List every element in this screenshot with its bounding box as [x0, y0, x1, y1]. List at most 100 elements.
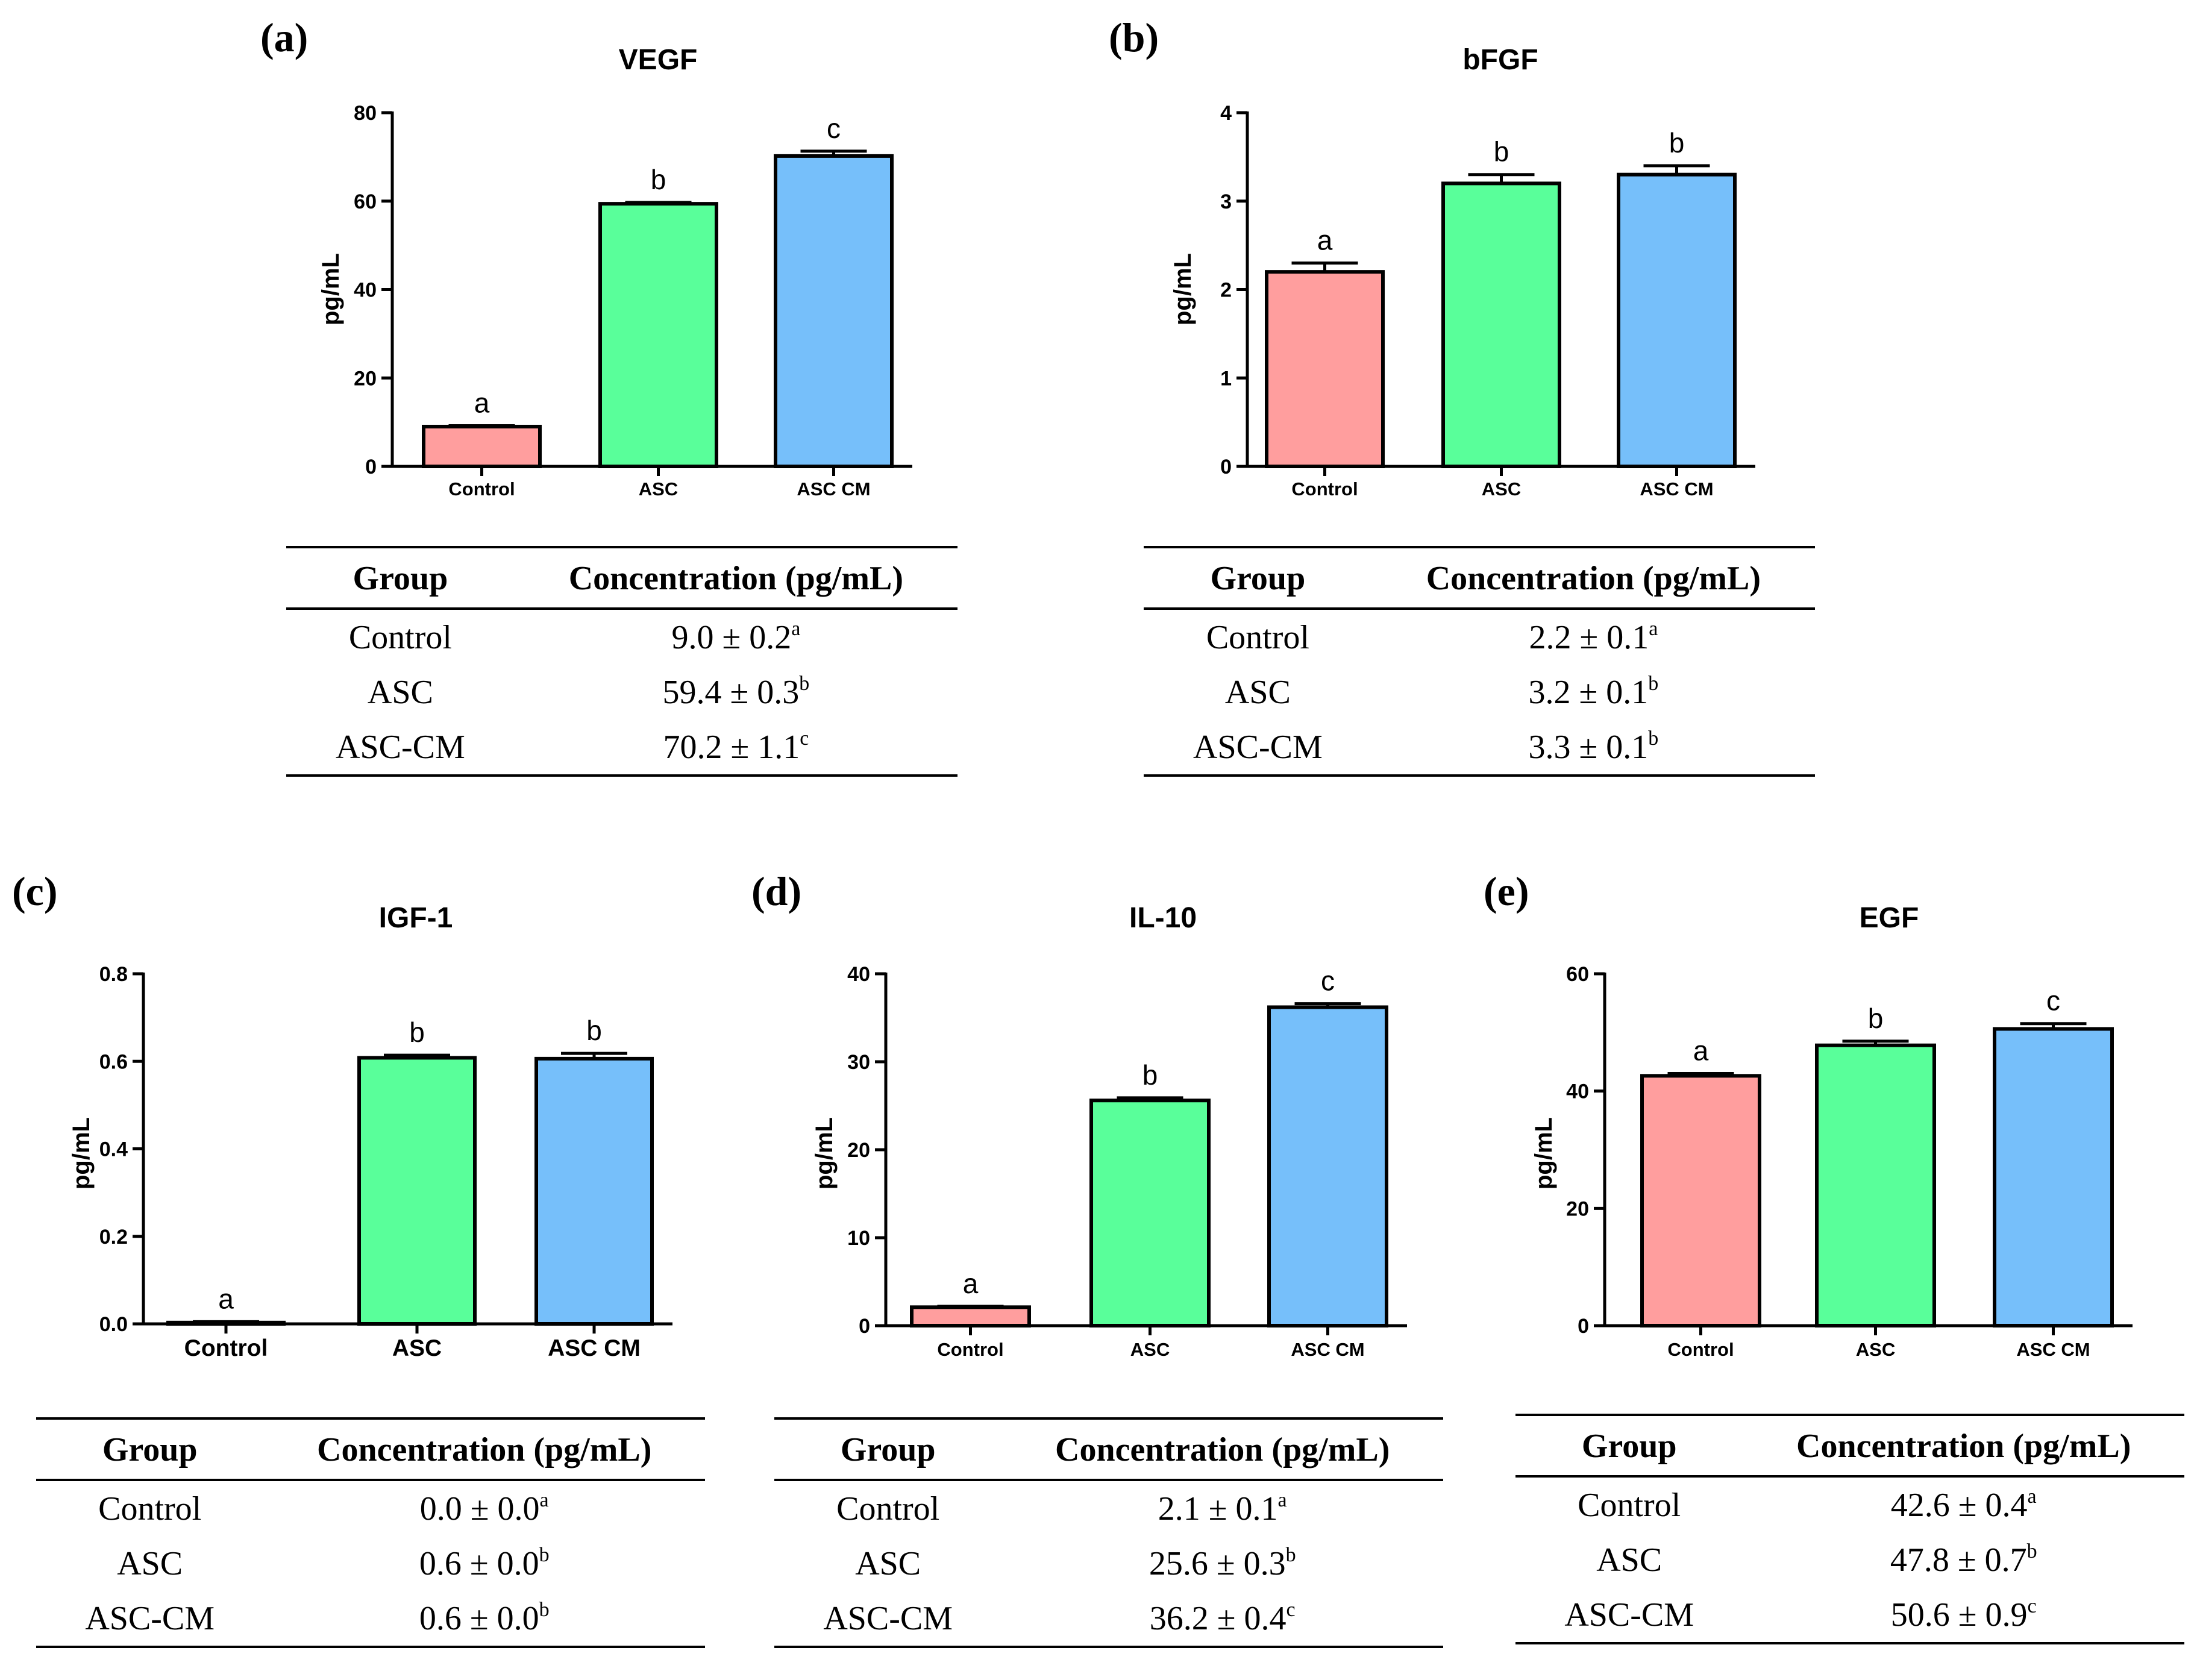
- concentration-cell: 50.6 ± 0.9c: [1743, 1587, 2184, 1643]
- y-tick-label: 0: [1220, 456, 1232, 478]
- y-tick-label: 10: [847, 1227, 870, 1250]
- table-row: ASC 25.6 ± 0.3b: [774, 1536, 1443, 1591]
- x-tick-label: Control: [184, 1335, 268, 1361]
- concentration-value: 0.6 ± 0.0: [419, 1545, 539, 1582]
- bar-asc-cm: [1267, 1005, 1388, 1328]
- significance-letter: c: [2046, 985, 2060, 1017]
- significance-superscript: a: [539, 1489, 549, 1511]
- concentration-cell: 0.6 ± 0.0b: [263, 1591, 705, 1647]
- panel-letter: (d): [751, 868, 801, 914]
- panel-d: (d) IL-10 pg/mL 0 10 20 30 40 a Control b ASC c ASC C…: [741, 840, 1482, 1680]
- table-row: Control 9.0 ± 0.2a: [286, 609, 957, 665]
- significance-letter: a: [1693, 1035, 1709, 1066]
- y-tick-label: 0.4: [99, 1138, 128, 1161]
- concentration-value: 42.6 ± 0.4: [1890, 1487, 2028, 1524]
- header-concentration: Concentration (pg/mL): [1055, 1431, 1390, 1468]
- bar-asc-cm: [1993, 1027, 2114, 1327]
- y-tick-label: 0.8: [99, 963, 128, 986]
- table-row: ASC-CM 70.2 ± 1.1c: [286, 719, 957, 776]
- significance-superscript: c: [800, 727, 809, 750]
- group-cell: ASC: [367, 674, 433, 711]
- table-header-row: Group Concentration (pg/mL): [286, 547, 957, 609]
- x-tick-label: ASC: [1482, 478, 1521, 500]
- group-cell: ASC: [117, 1545, 183, 1582]
- panel-letter: (e): [1484, 868, 1529, 914]
- chart-title: VEGF: [619, 44, 698, 76]
- group-cell: ASC-CM: [1193, 729, 1323, 766]
- group-cell: ASC-CM: [823, 1600, 953, 1637]
- concentration-value: 9.0 ± 0.2: [671, 619, 792, 656]
- y-tick-label: 0: [365, 456, 377, 478]
- chart-il10: (d) IL-10 pg/mL 0 10 20 30 40 a Control b ASC c ASC C…: [751, 868, 1407, 1360]
- concentration-cell: 3.2 ± 0.1b: [1372, 665, 1815, 719]
- x-tick-label: ASC: [1130, 1339, 1170, 1360]
- y-tick-label: 0.6: [99, 1050, 128, 1073]
- chart-igf1: (c) IGF-1 pg/mL 0.0 0.2 0.4 0.6 0.8 a Control b ASC…: [12, 868, 672, 1361]
- significance-superscript: b: [539, 1599, 550, 1621]
- bar-control: [1640, 1074, 1761, 1327]
- group-cell: Control: [98, 1490, 202, 1528]
- table-il10: Group Concentration (pg/mL) Control 2.1 ± 0…: [774, 1417, 1443, 1648]
- x-tick-label: ASC: [392, 1335, 442, 1361]
- significance-superscript: a: [2027, 1485, 2037, 1508]
- concentration-cell: 3.3 ± 0.1b: [1372, 719, 1815, 776]
- significance-letter: b: [1868, 1003, 1884, 1034]
- concentration-value: 47.8 ± 0.7: [1890, 1541, 2027, 1579]
- table-vegf: Group Concentration (pg/mL) Control 9.0 ± 0…: [286, 546, 957, 777]
- concentration-cell: 2.1 ± 0.1a: [1001, 1480, 1443, 1536]
- y-tick-label: 20: [847, 1139, 870, 1162]
- concentration-value: 0.6 ± 0.0: [419, 1600, 539, 1637]
- bar-asc-cm: [1617, 172, 1737, 468]
- group-cell: ASC-CM: [85, 1600, 215, 1637]
- concentration-cell: 42.6 ± 0.4a: [1743, 1476, 2184, 1532]
- x-tick-label: ASC CM: [2016, 1339, 2090, 1360]
- panel-a: (a) VEGF pg/mL 0 20 40 60 80 a Control b ASC c ASC CM…: [0, 0, 1098, 840]
- header-group: Group: [353, 560, 448, 597]
- group-cell: ASC: [1596, 1541, 1663, 1579]
- y-tick-label: 1: [1220, 367, 1232, 390]
- significance-letter: b: [651, 164, 666, 195]
- table-bfgf: Group Concentration (pg/mL) Control 2.2 ± 0…: [1144, 546, 1815, 777]
- header-group: Group: [1581, 1428, 1677, 1465]
- y-tick-label: 0.2: [99, 1226, 128, 1249]
- group-cell: ASC: [855, 1545, 921, 1582]
- table-row: Control 0.0 ± 0.0a: [36, 1480, 705, 1536]
- group-cell: ASC-CM: [1564, 1596, 1694, 1634]
- table-igf1: Group Concentration (pg/mL) Control 0.0 ± 0…: [36, 1417, 705, 1648]
- y-tick-label: 30: [847, 1051, 870, 1074]
- bar-asc: [357, 1056, 477, 1326]
- y-axis-label: pg/mL: [68, 1117, 95, 1189]
- y-tick-label: 4: [1220, 102, 1232, 125]
- y-axis-label: pg/mL: [318, 253, 344, 325]
- x-tick-label: Control: [448, 478, 515, 500]
- header-concentration: Concentration (pg/mL): [1796, 1428, 2131, 1465]
- concentration-cell: 36.2 ± 0.4c: [1001, 1591, 1443, 1647]
- significance-letter: b: [1669, 127, 1685, 158]
- y-tick-label: 40: [847, 963, 870, 986]
- panel-e: (e) EGF pg/mL 0 20 40 60 a Control b ASC c ASC CM Gr…: [1482, 840, 2197, 1680]
- table-row: Control 2.2 ± 0.1a: [1144, 609, 1815, 665]
- group-cell: ASC-CM: [336, 729, 465, 766]
- table-row: ASC 0.6 ± 0.0b: [36, 1536, 705, 1591]
- table-row: ASC-CM 0.6 ± 0.0b: [36, 1591, 705, 1647]
- header-group: Group: [840, 1431, 936, 1468]
- bar-asc-cm: [534, 1056, 654, 1326]
- group-cell: ASC: [1224, 674, 1291, 711]
- table-header-row: Group Concentration (pg/mL): [1515, 1415, 2184, 1476]
- bar-asc: [598, 202, 718, 468]
- table-row: ASC-CM 3.3 ± 0.1b: [1144, 719, 1815, 776]
- concentration-cell: 47.8 ± 0.7b: [1743, 1532, 2184, 1587]
- concentration-value: 3.3 ± 0.1: [1528, 729, 1649, 766]
- table-header-row: Group Concentration (pg/mL): [774, 1418, 1443, 1480]
- y-tick-label: 20: [354, 367, 377, 390]
- panel-letter: (c): [12, 868, 57, 914]
- panel-b: (b) bFGF pg/mL 0 1 2 3 4 a Control b ASC b ASC CM Gro…: [1098, 0, 2197, 840]
- group-cell: Control: [1578, 1487, 1681, 1524]
- table-row: ASC 59.4 ± 0.3b: [286, 665, 957, 719]
- table-header-row: Group Concentration (pg/mL): [1144, 547, 1815, 609]
- bar-control: [1265, 270, 1385, 468]
- bar-asc-cm: [774, 154, 894, 469]
- table-row: ASC-CM 36.2 ± 0.4c: [774, 1591, 1443, 1647]
- significance-superscript: b: [2026, 1540, 2037, 1562]
- table-row: Control 42.6 ± 0.4a: [1515, 1476, 2184, 1532]
